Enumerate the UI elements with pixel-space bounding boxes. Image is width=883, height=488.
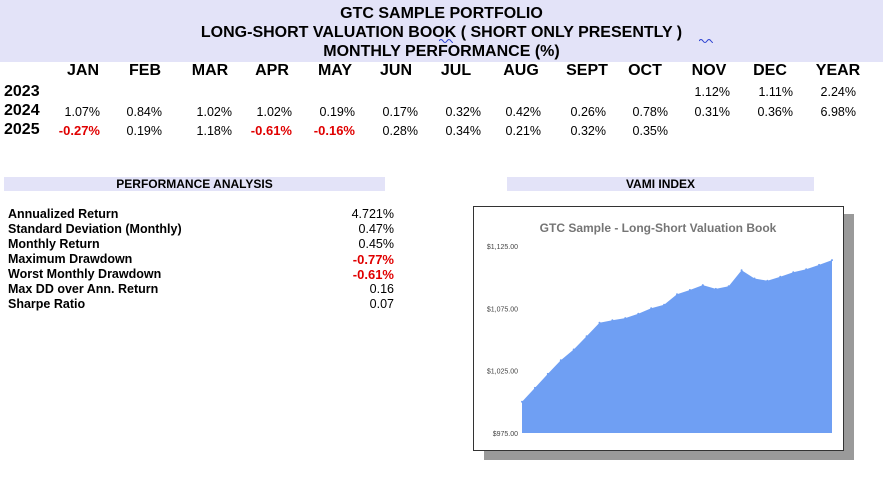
vami-data-point bbox=[766, 279, 769, 282]
month-header-mar: MAR bbox=[191, 62, 229, 79]
month-header-feb: FEB bbox=[129, 62, 161, 79]
vami-data-point bbox=[688, 289, 691, 291]
y-tick-label: $1,125.00 bbox=[487, 244, 518, 251]
vami-data-point bbox=[831, 259, 833, 262]
vami-chart-frame: GTC Sample - Long-Short Valuation Book $… bbox=[473, 206, 844, 451]
vami-data-point bbox=[585, 335, 588, 338]
performance-analysis-header: PERFORMANCE ANALYSIS bbox=[4, 177, 385, 191]
spellcheck-underline-icon bbox=[439, 39, 453, 43]
vami-data-point bbox=[663, 303, 666, 306]
vami-data-point bbox=[818, 263, 821, 266]
table-cell: -0.16% bbox=[313, 123, 355, 138]
vami-data-point bbox=[572, 348, 575, 351]
vami-data-point bbox=[624, 317, 627, 320]
month-header-year: YEAR bbox=[815, 62, 861, 79]
table-cell: 1.12% bbox=[694, 85, 730, 99]
table-cell: 0.78% bbox=[632, 105, 668, 119]
month-header-sept: SEPT bbox=[566, 62, 608, 79]
report-title: GTC SAMPLE PORTFOLIO bbox=[340, 5, 543, 22]
vami-data-point bbox=[559, 359, 562, 362]
table-cell: 0.42% bbox=[505, 105, 541, 119]
report-subtitle: LONG-SHORT VALUATION BOOK ( SHORT ONLY P… bbox=[200, 24, 683, 41]
vami-data-point bbox=[598, 321, 601, 324]
metric-value: -0.61% bbox=[352, 267, 394, 282]
month-header-aug: AUG bbox=[503, 62, 539, 79]
metric-label: Annualized Return bbox=[8, 207, 119, 221]
vami-data-point bbox=[611, 319, 614, 322]
vami-data-point bbox=[740, 269, 743, 272]
metric-value: 4.721% bbox=[351, 207, 394, 221]
vami-data-point bbox=[714, 287, 717, 290]
metric-value: 0.16 bbox=[369, 282, 394, 296]
metric-label: Maximum Drawdown bbox=[8, 252, 133, 266]
metric-label: Max DD over Ann. Return bbox=[8, 282, 159, 296]
month-header-jul: JUL bbox=[440, 62, 472, 79]
table-cell: 0.35% bbox=[632, 124, 668, 138]
metric-value: -0.77% bbox=[352, 252, 394, 267]
vami-data-point bbox=[805, 268, 808, 271]
table-cell: 0.36% bbox=[757, 105, 793, 119]
table-cell: 1.11% bbox=[758, 85, 793, 99]
metric-value: 0.45% bbox=[358, 237, 394, 251]
metric-label: Standard Deviation (Monthly) bbox=[8, 222, 182, 236]
month-header-apr: APR bbox=[255, 62, 289, 79]
metric-value: 0.07 bbox=[369, 297, 394, 311]
vami-data-point bbox=[637, 312, 640, 315]
month-header-oct: OCT bbox=[628, 62, 662, 79]
report-section-title: MONTHLY PERFORMANCE (%) bbox=[323, 43, 560, 60]
table-cell: -0.27% bbox=[58, 123, 100, 138]
table-cell: 0.34% bbox=[445, 124, 481, 138]
month-header-nov: NOV bbox=[691, 62, 727, 79]
year-label: 2024 bbox=[4, 102, 40, 119]
table-cell: 0.19% bbox=[319, 105, 355, 119]
year-label: 2023 bbox=[4, 83, 40, 100]
table-cell: 0.84% bbox=[126, 105, 162, 119]
vami-index-header: VAMI INDEX bbox=[507, 177, 814, 191]
y-tick-label: $975.00 bbox=[493, 431, 518, 438]
table-cell: 0.31% bbox=[694, 105, 730, 119]
table-cell: 1.02% bbox=[256, 105, 292, 119]
table-cell: 0.21% bbox=[505, 124, 541, 138]
metric-value: 0.47% bbox=[358, 222, 394, 236]
month-header-jun: JUN bbox=[379, 62, 412, 79]
vami-data-point bbox=[676, 293, 678, 296]
vami-chart: GTC Sample - Long-Short Valuation Book $… bbox=[487, 221, 833, 438]
table-cell: 1.18% bbox=[196, 124, 232, 138]
vami-data-point bbox=[753, 277, 756, 280]
table-cell: 0.32% bbox=[570, 124, 606, 138]
spellcheck-underline-icon bbox=[699, 39, 713, 43]
table-cell: 0.32% bbox=[445, 105, 481, 119]
month-header-dec: DEC bbox=[753, 62, 787, 79]
vami-data-point bbox=[779, 275, 782, 278]
vami-data-point bbox=[727, 285, 730, 288]
vami-data-point bbox=[701, 284, 704, 287]
table-cell: 1.02% bbox=[196, 105, 232, 119]
metric-label: Worst Monthly Drawdown bbox=[8, 267, 162, 281]
metric-label: Sharpe Ratio bbox=[8, 297, 86, 311]
metric-label: Monthly Return bbox=[8, 237, 100, 251]
table-cell: 1.07% bbox=[64, 105, 100, 119]
chart-title: GTC Sample - Long-Short Valuation Book bbox=[540, 221, 777, 235]
vami-data-point bbox=[533, 386, 536, 389]
vami-data-point bbox=[546, 372, 549, 375]
report-header bbox=[0, 0, 883, 62]
table-cell: 0.19% bbox=[126, 124, 162, 138]
table-cell: 0.28% bbox=[382, 124, 418, 138]
vami-data-point bbox=[792, 271, 795, 274]
y-tick-label: $1,075.00 bbox=[487, 306, 518, 313]
table-cell: 0.17% bbox=[382, 105, 418, 119]
table-cell: 6.98% bbox=[820, 105, 856, 119]
month-header-may: MAY bbox=[317, 62, 353, 79]
month-header-jan: JAN bbox=[66, 62, 99, 79]
table-cell: -0.61% bbox=[250, 123, 292, 138]
vami-data-point bbox=[650, 307, 653, 310]
table-cell: 0.26% bbox=[570, 105, 606, 119]
year-label: 2025 bbox=[4, 121, 40, 138]
vami-area-series bbox=[522, 260, 832, 433]
vami-data-point bbox=[521, 400, 523, 403]
table-cell: 2.24% bbox=[820, 85, 856, 99]
y-tick-label: $1,025.00 bbox=[487, 369, 518, 376]
